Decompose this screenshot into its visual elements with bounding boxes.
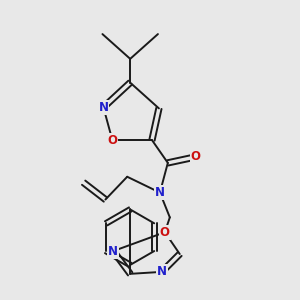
Text: N: N — [157, 266, 167, 278]
Text: N: N — [98, 101, 108, 114]
Text: N: N — [108, 244, 118, 258]
Text: O: O — [160, 226, 170, 239]
Text: O: O — [190, 150, 201, 164]
Text: O: O — [107, 134, 117, 147]
Text: N: N — [155, 186, 165, 199]
